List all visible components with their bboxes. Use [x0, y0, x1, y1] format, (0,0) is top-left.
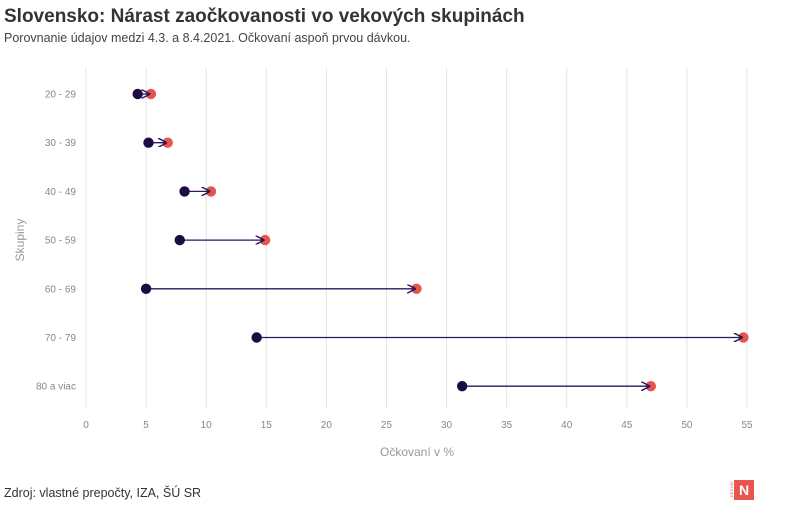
y-tick-label: 80 a viac	[36, 382, 76, 393]
x-tick-label: 15	[261, 420, 273, 431]
grid-lines	[85, 68, 748, 408]
start-point	[251, 332, 262, 343]
y-tick-label: 50 - 59	[45, 236, 77, 247]
start-point	[132, 88, 143, 100]
y-axis-title: Skupiny	[13, 219, 27, 262]
x-tick-label: 25	[381, 420, 393, 431]
x-tick-label: 10	[201, 420, 213, 431]
x-tick-label: 55	[741, 420, 753, 431]
x-axis-ticks: 0 5 10 15 20 25 30 35 40 45 50 55	[83, 420, 753, 431]
x-tick-label: 45	[621, 420, 633, 431]
x-tick-label: 5	[143, 420, 149, 431]
x-tick-label: 0	[83, 420, 89, 431]
x-tick-label: 50	[681, 420, 693, 431]
x-axis-title: Očkovaní v %	[380, 445, 454, 459]
chart-title: Slovensko: Nárast zaočkovanosti vo vekov…	[4, 6, 525, 27]
data-series	[132, 88, 749, 392]
publisher-logo: N	[734, 480, 754, 500]
x-tick-label: 30	[441, 420, 453, 431]
start-point	[140, 283, 152, 294]
y-tick-label: 30 - 39	[45, 138, 77, 149]
y-tick-label: 70 - 79	[45, 333, 77, 344]
x-tick-label: 20	[321, 420, 333, 431]
source-note: Zdroj: vlastné prepočty, IZA, ŠÚ SR	[4, 486, 202, 500]
start-point	[456, 381, 468, 392]
start-point	[179, 186, 190, 197]
start-point	[143, 137, 154, 148]
x-tick-label: 40	[561, 420, 573, 431]
y-axis-ticks: 20 - 29 30 - 39 40 - 49 50 - 59 60 - 69 70 - …	[36, 90, 76, 393]
start-point	[174, 234, 185, 246]
chart-subtitle: Porovnanie údajov medzi 4.3. a 8.4.2021.…	[4, 31, 411, 45]
y-tick-label: 40 - 49	[45, 187, 77, 198]
x-tick-label: 35	[501, 420, 513, 431]
y-tick-label: 20 - 29	[45, 90, 77, 101]
y-tick-label: 60 - 69	[45, 284, 77, 295]
